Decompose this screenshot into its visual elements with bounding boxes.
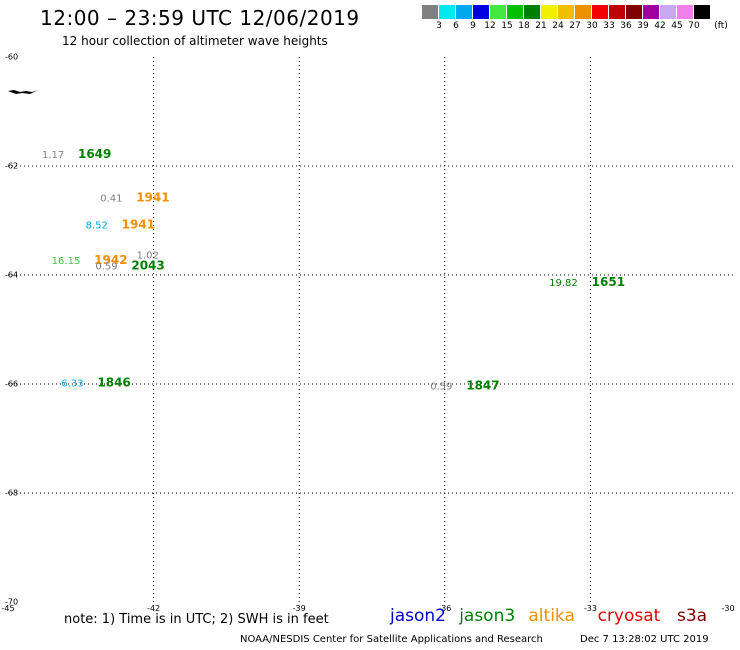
colorbar-swatch bbox=[592, 5, 609, 19]
colorbar-label: 18 bbox=[518, 21, 530, 31]
colorbar-label: 45 bbox=[671, 21, 683, 31]
map-title: 12:00 – 23:59 UTC 12/06/2019 bbox=[40, 6, 360, 30]
wave-observation: 6.33 1846 bbox=[61, 376, 130, 390]
wave-height-colorbar bbox=[422, 5, 711, 19]
observation-time: 1941 bbox=[122, 218, 155, 232]
colorbar-label: 15 bbox=[501, 21, 513, 31]
longitude-label: -45 bbox=[1, 604, 15, 613]
colorbar-label: 3 bbox=[436, 21, 442, 31]
credit-line: NOAA/NESDIS Center for Satellite Applica… bbox=[240, 634, 543, 645]
colorbar-swatch bbox=[524, 5, 541, 19]
colorbar-swatch bbox=[507, 5, 524, 19]
legend-cryosat: cryosat bbox=[597, 606, 661, 626]
swh-value: 0.59 bbox=[95, 262, 117, 273]
wave-observation: 0.59 2043 bbox=[95, 259, 164, 273]
legend-s3a: s3a bbox=[677, 606, 708, 626]
wave-observation: 8.52 1941 bbox=[86, 218, 155, 232]
swh-value: 6.33 bbox=[61, 379, 83, 390]
colorbar-swatch bbox=[490, 5, 507, 19]
observation-time: 1846 bbox=[97, 376, 130, 390]
generated-timestamp: Dec 7 13:28:02 UTC 2019 bbox=[580, 634, 709, 645]
coastline-fragment bbox=[8, 90, 38, 94]
colorbar-label: 27 bbox=[569, 21, 581, 31]
colorbar-swatch bbox=[575, 5, 592, 19]
colorbar-swatch bbox=[456, 5, 473, 19]
wave-observation: 1.17 1649 bbox=[42, 147, 111, 161]
latitude-label: -68 bbox=[5, 488, 19, 498]
colorbar-swatch bbox=[609, 5, 626, 19]
observation-time: 1942 bbox=[94, 253, 127, 267]
swh-value: 1.17 bbox=[42, 150, 64, 161]
colorbar-label: 24 bbox=[552, 21, 564, 31]
colorbar-swatch bbox=[677, 5, 694, 19]
colorbar-swatch bbox=[558, 5, 575, 19]
colorbar-swatch bbox=[422, 5, 439, 19]
legend-jason2: jason2 bbox=[390, 606, 446, 626]
colorbar-label: 9 bbox=[470, 21, 476, 31]
observation-time: 1651 bbox=[592, 275, 625, 289]
colorbar-swatch bbox=[660, 5, 677, 19]
legend-altika: altika bbox=[528, 606, 575, 626]
longitude-label: -42 bbox=[147, 604, 161, 613]
colorbar-label: 30 bbox=[586, 21, 598, 31]
latitude-label: -64 bbox=[5, 270, 19, 280]
wave-observation: 1.02 bbox=[137, 251, 159, 262]
colorbar-swatch bbox=[626, 5, 643, 19]
colorbar-unit: (ft) bbox=[714, 21, 728, 31]
colorbar-label: 21 bbox=[535, 21, 547, 31]
swh-value: 16.15 bbox=[52, 256, 81, 267]
colorbar-swatch bbox=[541, 5, 558, 19]
colorbar-label: 70 bbox=[688, 21, 700, 31]
latitude-label: -70 bbox=[5, 597, 19, 607]
observation-time: 2043 bbox=[131, 259, 164, 273]
legend-jason3: jason3 bbox=[459, 606, 516, 626]
footer-note: note: 1) Time is in UTC; 2) SWH is in fe… bbox=[64, 612, 329, 627]
colorbar-label: 36 bbox=[620, 21, 632, 31]
colorbar-label: 42 bbox=[654, 21, 666, 31]
colorbar-label: 33 bbox=[603, 21, 615, 31]
longitude-label: -36 bbox=[438, 604, 452, 613]
longitude-label: -39 bbox=[292, 604, 306, 613]
latitude-label: -66 bbox=[5, 379, 19, 389]
colorbar-swatch bbox=[473, 5, 490, 19]
colorbar-label: 12 bbox=[484, 21, 496, 31]
swh-value: 0.59 bbox=[430, 381, 452, 392]
observation-time: 1649 bbox=[78, 147, 111, 161]
colorbar-labels: 3 6 9 12 15 18 21 24 27 30 33 36 39 42 45 70 (ft) bbox=[422, 21, 740, 33]
colorbar-label: 39 bbox=[637, 21, 649, 31]
longitude-label: -30 bbox=[721, 604, 735, 613]
wave-observation: 0.59 1847 bbox=[430, 378, 499, 392]
observation-time: 1847 bbox=[466, 378, 499, 392]
longitude-label: -33 bbox=[583, 604, 597, 613]
colorbar-swatch bbox=[439, 5, 456, 19]
wave-observation: 0.41 1941 bbox=[100, 190, 169, 204]
map-subtitle: 12 hour collection of altimeter wave hei… bbox=[62, 34, 328, 48]
colorbar-swatch bbox=[694, 5, 711, 19]
swh-value: 0.41 bbox=[100, 193, 122, 204]
observation-time: 1941 bbox=[136, 190, 169, 204]
wave-observation: 16.15 1942 bbox=[52, 253, 128, 267]
swh-value: 1.02 bbox=[137, 251, 159, 262]
swh-value: 19.82 bbox=[549, 278, 578, 289]
wave-observation: 19.82 1651 bbox=[549, 275, 625, 289]
colorbar-swatch bbox=[643, 5, 660, 19]
latitude-label: -60 bbox=[5, 52, 19, 62]
latitude-label: -62 bbox=[5, 161, 19, 171]
colorbar-label: 6 bbox=[453, 21, 459, 31]
swh-value: 8.52 bbox=[86, 221, 108, 232]
